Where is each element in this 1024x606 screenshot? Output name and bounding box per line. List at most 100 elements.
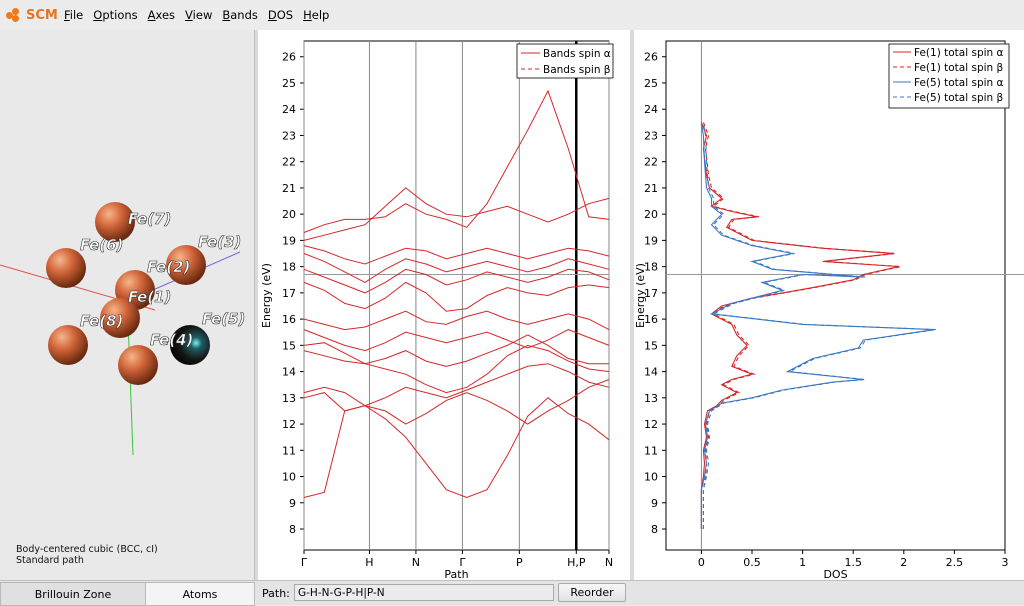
band-line (303, 379, 610, 425)
structure-viewer[interactable]: Fe(7) Fe(6) Fe(3) Fe(2) Fe(1) Fe(8) Fe(5) Fe(4)… (0, 30, 255, 580)
scm-logo-icon (6, 8, 24, 22)
dos-series-line (702, 122, 901, 529)
band-line (303, 89, 610, 233)
menu-bands[interactable]: Bands (222, 8, 258, 22)
band-line (303, 310, 610, 331)
kpoint-label: N (412, 556, 420, 569)
atom-label: Fe(3) (198, 233, 241, 251)
splitter-left[interactable] (255, 30, 259, 604)
y-tick-label: 17 (282, 287, 296, 300)
band-line (303, 245, 610, 265)
x-axis-label: DOS (823, 568, 847, 580)
band-line (303, 363, 610, 407)
atom-label: Fe(5) (202, 310, 245, 328)
atom-label: Fe(8) (80, 312, 123, 330)
legend-entry: Bands spin β (543, 64, 611, 76)
kpoint-label: Γ (301, 556, 308, 569)
y-tick-label: 10 (282, 471, 296, 484)
y-tick-label: 20 (282, 208, 296, 221)
dos-series-line (700, 122, 935, 529)
y-tick-label: 8 (289, 523, 296, 536)
y-tick-label: 18 (644, 261, 658, 274)
y-tick-label: 22 (644, 156, 658, 169)
legend-box (516, 43, 614, 79)
x-axis-label: Path (444, 568, 468, 580)
y-tick-label: 19 (282, 234, 296, 247)
lattice-type: Body-centered cubic (BCC, cI) (16, 544, 158, 555)
legend: Fe(1) total spin α Fe(1) total spin β Fe(5… (888, 43, 1010, 109)
atom-sphere[interactable] (48, 325, 88, 365)
legend-entry: Fe(5) total spin β (914, 92, 1003, 104)
atom-sphere[interactable] (100, 298, 140, 338)
molecule-canvas[interactable]: Fe(7) Fe(6) Fe(3) Fe(2) Fe(1) Fe(8) Fe(5) Fe(4) (0, 30, 254, 580)
band-line (303, 344, 610, 394)
y-axis-label: Energy (eV) (634, 263, 647, 328)
y-tick-label: 19 (644, 234, 658, 247)
menu-help[interactable]: Help (303, 8, 330, 22)
band-line (303, 281, 610, 312)
y-tick-label: 17 (644, 287, 658, 300)
path-input[interactable] (294, 584, 554, 601)
legend-entry: Fe(5) total spin α (914, 77, 1004, 89)
legend-entry: Fe(1) total spin β (914, 62, 1003, 74)
tab-atoms[interactable]: Atoms (145, 582, 255, 606)
y-tick-label: 16 (644, 313, 658, 326)
y-tick-label: 25 (282, 77, 296, 90)
y-tick-label: 9 (289, 497, 296, 510)
plot-area (665, 40, 1006, 551)
atom-sphere[interactable] (118, 345, 158, 385)
path-label: Path: (262, 587, 290, 600)
y-tick-label: 11 (282, 444, 296, 457)
y-tick-label: 12 (644, 418, 658, 431)
y-tick-label: 21 (282, 182, 296, 195)
band-line (303, 334, 609, 367)
y-tick-label: 21 (644, 182, 658, 195)
atom-sphere[interactable] (170, 325, 210, 365)
y-tick-label: 26 (282, 51, 296, 64)
splitter-right[interactable] (630, 30, 634, 604)
atom-sphere[interactable] (46, 248, 86, 288)
band-structure-panel[interactable]: 8 9 10 11 12 13 14 15 16 17 18 19 20 21 22 23 24 25 26 Γ H N Γ… (258, 30, 630, 581)
atom-label: Fe(6) (80, 236, 123, 254)
y-tick-label: 12 (282, 418, 296, 431)
atom-label: Fe(1) (128, 288, 171, 306)
y-tick-label: 24 (644, 103, 658, 116)
menu-axes[interactable]: Axes (147, 8, 176, 22)
scm-logo[interactable]: SCM (6, 7, 58, 23)
y-tick-label: 18 (282, 261, 296, 274)
menu-view[interactable]: View (185, 8, 213, 22)
atom-label: Fe(4) (150, 331, 193, 349)
tab-brillouin-zone[interactable]: Brillouin Zone (0, 582, 146, 606)
band-line (303, 329, 610, 352)
band-structure-chart[interactable]: 8 9 10 11 12 13 14 15 16 17 18 19 20 21 22 23 24 25 26 Γ H N Γ… (258, 30, 630, 581)
dos-panel[interactable]: 8 9 10 11 12 13 14 15 16 17 18 19 20 21 22 23 24 25 26 0 0.5… (634, 30, 1024, 581)
atom-sphere[interactable] (166, 245, 206, 285)
band-line (303, 187, 610, 241)
menu-file[interactable]: File (64, 8, 84, 22)
menu-items: File Options Axes View Bands DOS Help (64, 8, 339, 22)
menu-dos[interactable]: DOS (267, 8, 294, 22)
kpoint-label: Γ (459, 556, 466, 569)
y-axis-label: Energy (eV) (260, 263, 273, 328)
menu-bar: SCM File Options Axes View Bands DOS Help (0, 0, 1024, 31)
y-tick-label: 26 (644, 51, 658, 64)
x-tick-label: 2.5 (946, 556, 964, 569)
y-tick-label: 15 (282, 339, 296, 352)
y-tick-label: 13 (282, 392, 296, 405)
reorder-button[interactable]: Reorder (558, 583, 626, 602)
y-tick-label: 14 (282, 366, 296, 379)
y-tick-label: 10 (644, 471, 658, 484)
y-tick-label: 23 (282, 129, 296, 142)
y-tick-label: 16 (282, 313, 296, 326)
atom-sphere[interactable] (95, 202, 135, 242)
menu-options[interactable]: Options (93, 8, 138, 22)
z-axis-line (127, 319, 134, 456)
y-tick-label: 15 (644, 339, 658, 352)
legend-entry: Bands spin α (543, 48, 611, 60)
y-tick-label: 24 (282, 103, 296, 116)
y-tick-label: 20 (644, 208, 658, 221)
logo-text: SCM (26, 7, 58, 23)
y-tick-label: 23 (644, 129, 658, 142)
y-tick-label: 9 (651, 497, 658, 510)
